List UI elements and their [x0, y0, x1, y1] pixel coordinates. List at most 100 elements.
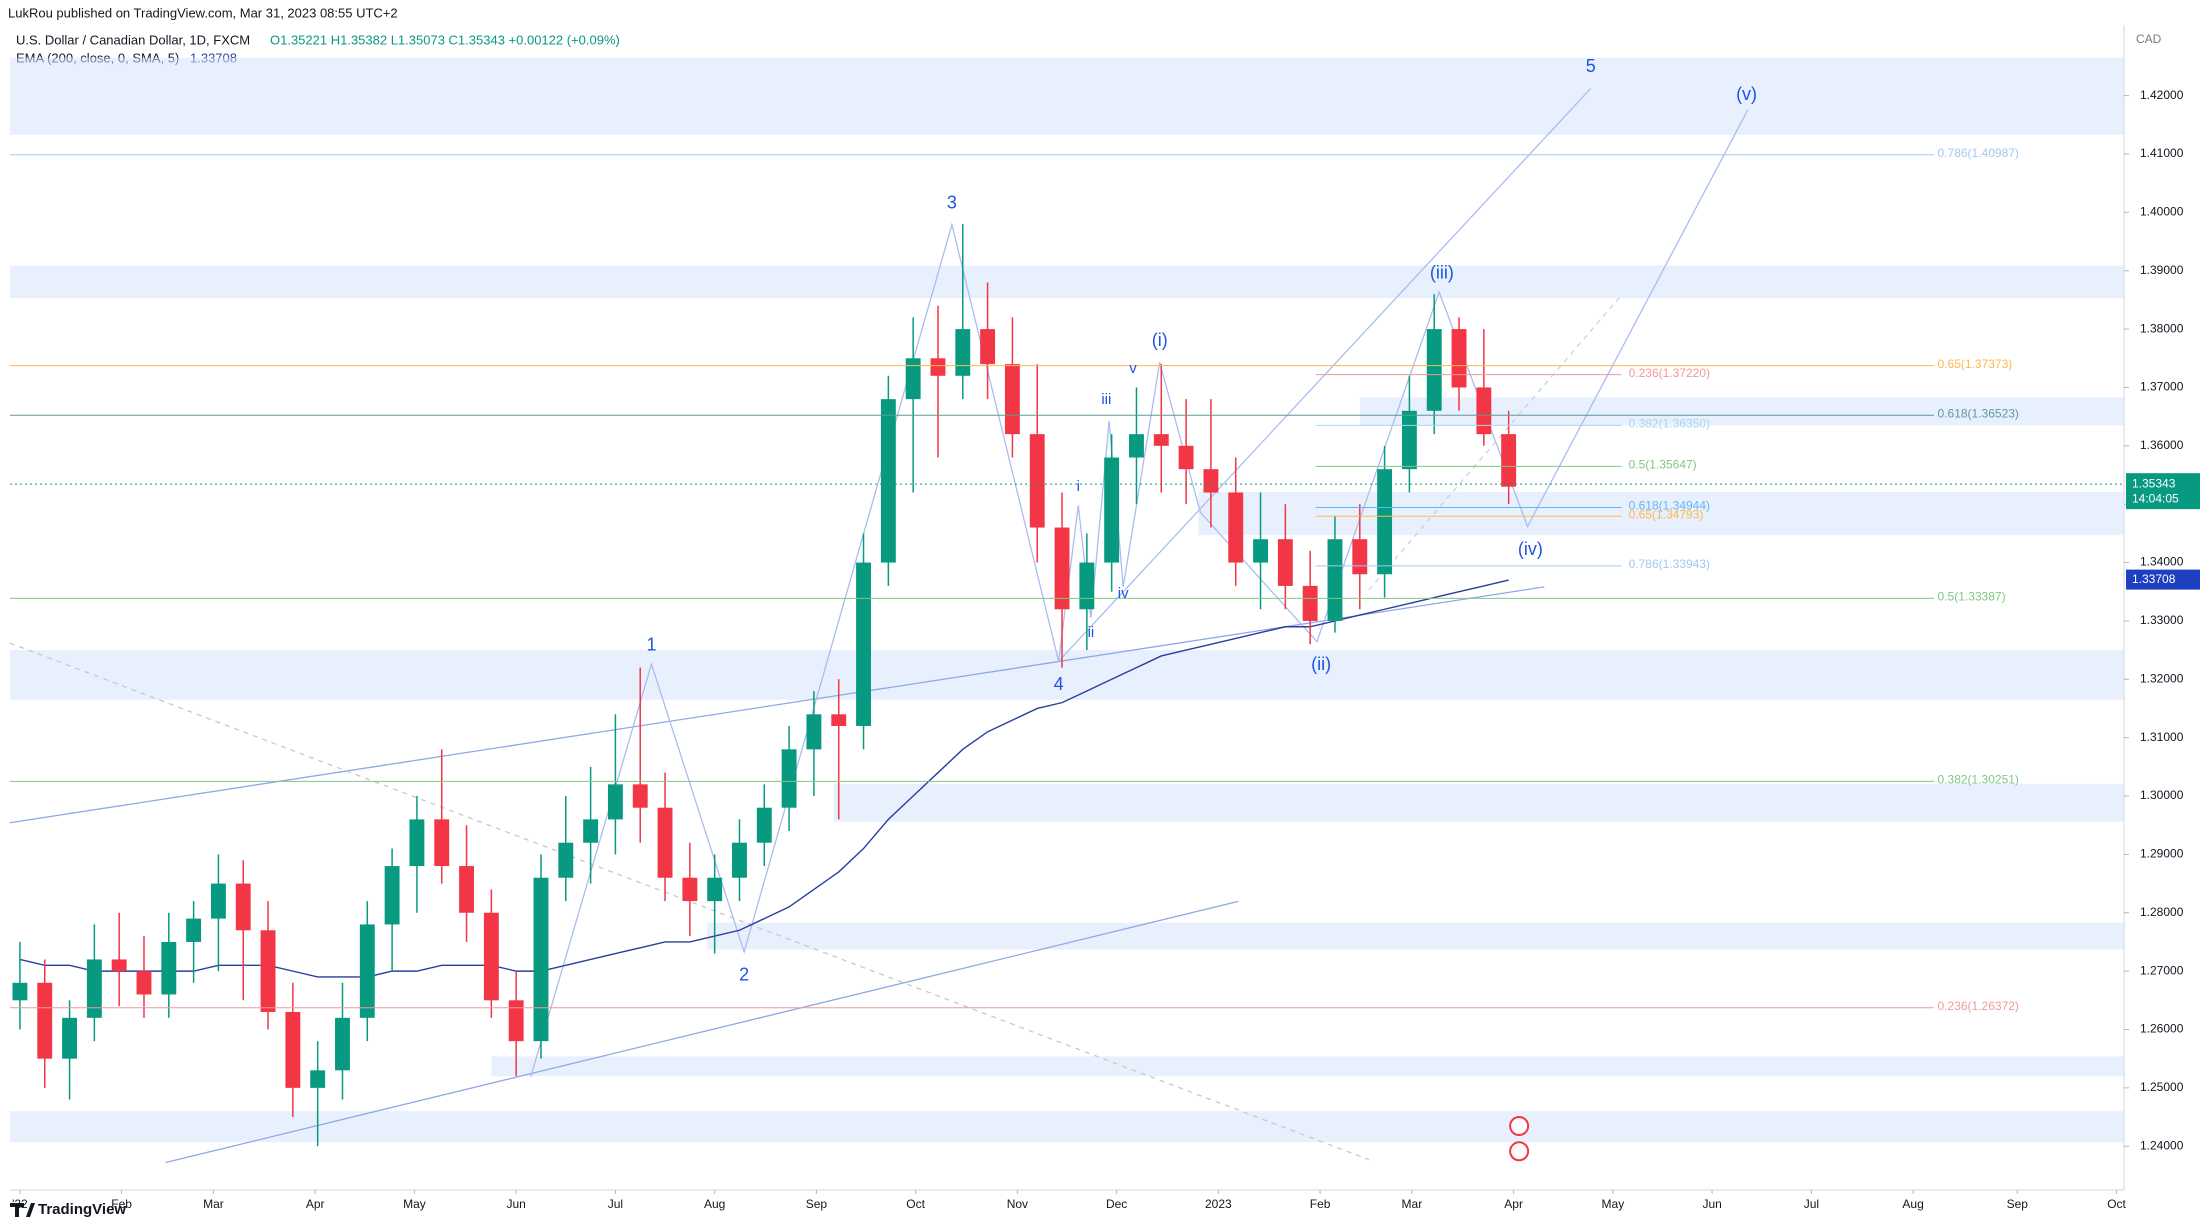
- wave-path: [530, 88, 1592, 1078]
- candle-body: [136, 971, 152, 995]
- x-tick-label: Jul: [608, 1197, 623, 1211]
- wave-label: 3: [947, 192, 957, 212]
- candle-body: [558, 842, 574, 878]
- candle-body: [459, 866, 474, 913]
- candle-body: [930, 358, 946, 376]
- candle-body: [856, 562, 871, 726]
- candle-body: [1352, 539, 1368, 575]
- logo: [10, 1203, 35, 1217]
- candle-body: [62, 1017, 77, 1059]
- y-tick-label: 1.32000: [2140, 671, 2184, 685]
- y-tick-label: 1.39000: [2140, 263, 2184, 277]
- last-price: 1.35343: [2132, 476, 2176, 490]
- zone: [10, 1111, 2124, 1143]
- y-tick-label: 1.31000: [2140, 730, 2184, 744]
- zone: [10, 265, 2124, 299]
- wave-label: 4: [1054, 674, 1064, 694]
- countdown: 14:04:05: [2132, 491, 2179, 505]
- x-tick-label: Aug: [1902, 1197, 1923, 1211]
- x-tick-label: Oct: [2107, 1197, 2126, 1211]
- wave-label: (v): [1736, 84, 1757, 104]
- fib-label: 0.382(1.36350): [1629, 417, 1710, 431]
- candle-body: [1228, 492, 1244, 563]
- fib-label: 0.786(1.33943): [1629, 557, 1710, 571]
- zone: [1198, 491, 2124, 536]
- x-tick-label: Mar: [203, 1197, 224, 1211]
- y-tick-label: 1.42000: [2140, 88, 2184, 102]
- event-icon: [1509, 1141, 1530, 1162]
- zone: [833, 783, 2124, 822]
- candle-body: [186, 918, 202, 942]
- candle-body: [310, 1070, 326, 1088]
- wave-label: (ii): [1311, 654, 1331, 674]
- fib-label: 0.618(1.34944): [1629, 499, 1710, 513]
- symbol: U.S. Dollar / Canadian Dollar, 1D, FXCM: [16, 32, 250, 47]
- candle-body: [707, 877, 723, 902]
- candle-body: [682, 877, 698, 902]
- x-tick-label: Feb: [1310, 1197, 1331, 1211]
- ema-tag: [2126, 569, 2200, 590]
- wave-label: (i): [1152, 330, 1168, 350]
- last-price-tag: [2126, 473, 2200, 510]
- zone: [10, 650, 2124, 700]
- footer: [0, 1196, 2202, 1227]
- wave-label: iii: [1101, 391, 1111, 408]
- candle-body: [1501, 434, 1517, 487]
- fib-label: 0.786(1.40987): [1938, 146, 2019, 160]
- candle-body: [384, 866, 400, 925]
- x-tick-label: Feb: [111, 1197, 132, 1211]
- wave-label: ii: [1088, 624, 1095, 641]
- candle-body: [1129, 434, 1144, 458]
- candle-body: [12, 982, 28, 1001]
- candle-body: [980, 329, 996, 365]
- y-tick-label: 1.41000: [2140, 146, 2184, 160]
- y-tick-label: 1.26000: [2140, 1022, 2184, 1036]
- candle-body: [483, 912, 499, 1001]
- candle-body: [285, 1011, 301, 1088]
- publisher: LukRou published on TradingView.com, Mar…: [8, 5, 398, 20]
- candle-body: [1377, 469, 1393, 575]
- zone: [491, 1056, 2124, 1077]
- candle-body: [1451, 329, 1467, 388]
- candle-body: [657, 807, 673, 878]
- candle-body: [37, 982, 53, 1059]
- y-tick-label: 1.38000: [2140, 321, 2184, 335]
- candle-body: [1153, 434, 1169, 446]
- candle-body: [831, 714, 847, 726]
- candle-body: [1054, 527, 1070, 610]
- x-tick-label: 2023: [1205, 1197, 1232, 1211]
- candle-body: [1476, 387, 1492, 435]
- ohlc: O1.35221 H1.35382 L1.35073 C1.35343 +0.0…: [270, 32, 620, 47]
- candle-body: [732, 842, 747, 878]
- wave-label: v: [1129, 360, 1137, 377]
- y-tick-label: 1.37000: [2140, 380, 2184, 394]
- event-icon: [1509, 1116, 1530, 1137]
- wave-label: 1: [646, 635, 656, 655]
- candle-body: [880, 399, 896, 563]
- candle-body: [1004, 364, 1020, 435]
- y-tick-label: 1.28000: [2140, 905, 2184, 919]
- wave-label: i: [1077, 478, 1080, 495]
- wave-label: 2: [739, 965, 749, 985]
- wave-label: iv: [1118, 585, 1129, 602]
- candle-body: [1079, 562, 1095, 610]
- fib-label: 0.65(1.37373): [1938, 357, 2013, 371]
- x-tick-label: '22: [12, 1197, 28, 1211]
- candle-body: [161, 941, 177, 995]
- candle-body: [756, 807, 772, 843]
- candle-body: [260, 930, 276, 1012]
- candle-body: [359, 924, 375, 1018]
- candle-body: [1029, 434, 1045, 528]
- y-tick-label: 1.36000: [2140, 438, 2184, 452]
- candle-body: [607, 784, 623, 820]
- fib-label: 0.236(1.26372): [1938, 999, 2019, 1013]
- plot-area: [9, 57, 2124, 1164]
- x-tick-label: May: [403, 1197, 426, 1211]
- y-tick-label: 1.40000: [2140, 205, 2184, 219]
- candle-body: [1302, 585, 1318, 621]
- y-tick-label: 1.29000: [2140, 847, 2184, 861]
- candle-body: [806, 714, 822, 750]
- candle-body: [583, 819, 599, 843]
- fib-label: 0.618(1.36523): [1938, 406, 2019, 420]
